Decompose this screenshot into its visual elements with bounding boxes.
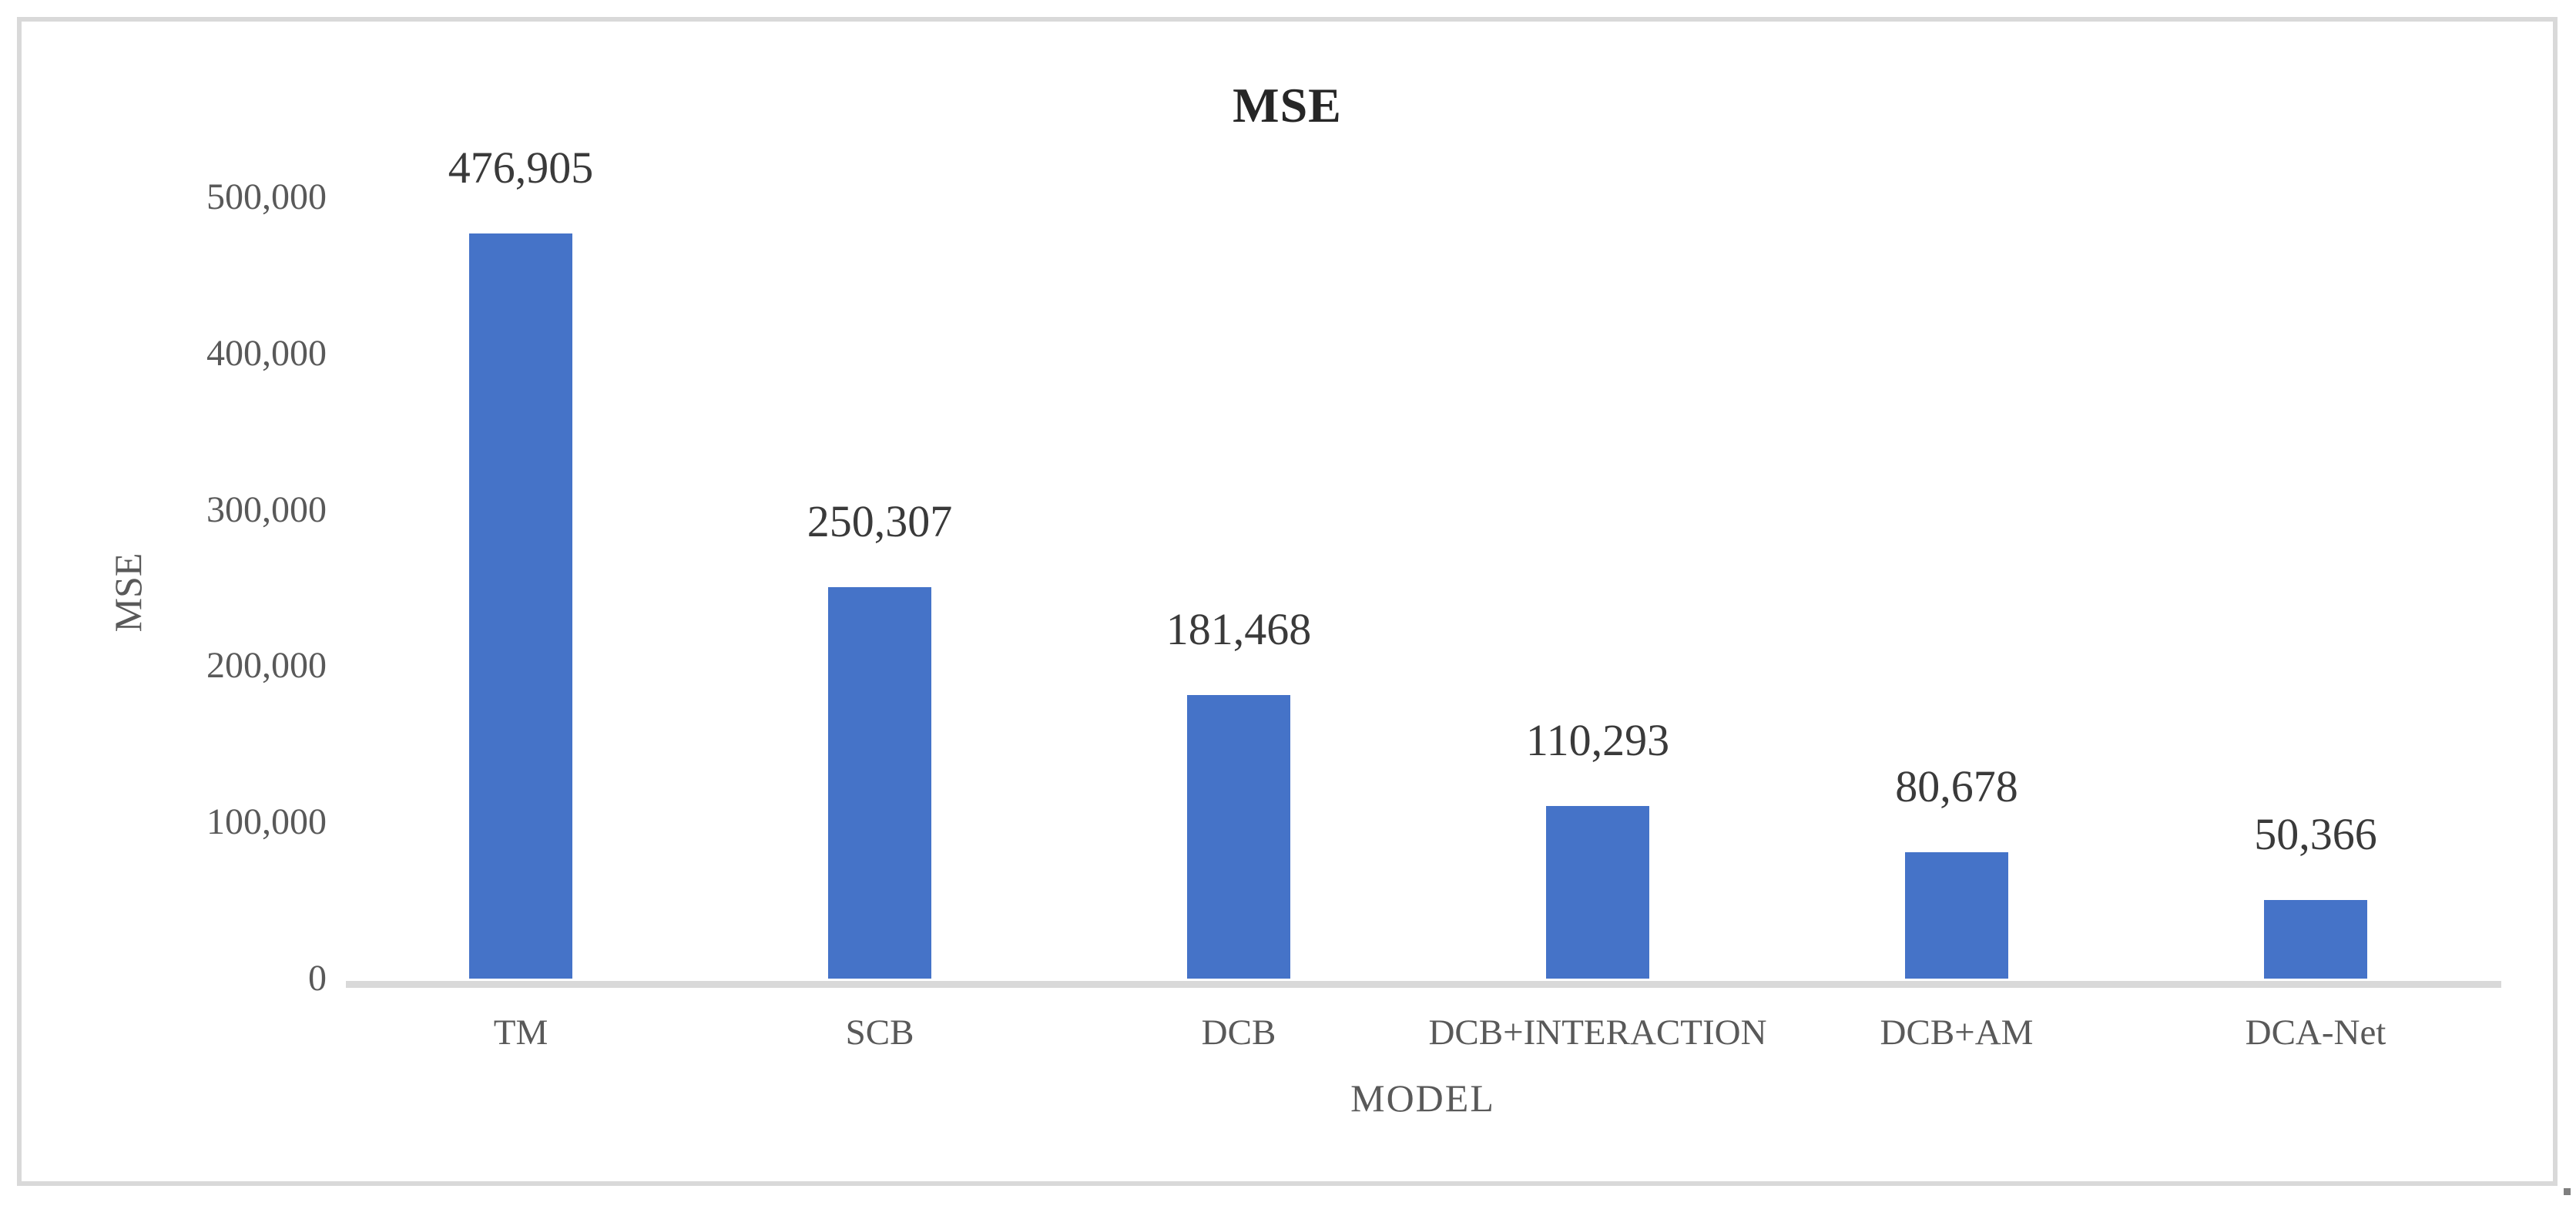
- x-axis-title: MODEL: [1350, 1076, 1495, 1120]
- y-tick-label: 0: [308, 958, 327, 999]
- bar-value-label: 80,678: [1895, 761, 2018, 811]
- bar-value-label: 50,366: [2254, 809, 2377, 859]
- artifact-dot: [2564, 1188, 2571, 1195]
- y-tick-label: 500,000: [206, 176, 327, 217]
- x-axis-line: [346, 981, 2501, 988]
- bar: [1905, 852, 2008, 979]
- y-axis-title: MSE: [106, 552, 149, 633]
- x-category-label: DCB+INTERACTION: [1428, 1013, 1767, 1053]
- x-category-label: SCB: [845, 1013, 914, 1053]
- chart-frame: MSE MSE 0 100,000 200,000 300,000 400,000 500…: [17, 17, 2571, 1195]
- bar: [828, 587, 931, 979]
- x-category-label: TM: [493, 1013, 548, 1053]
- y-tick-label: 100,000: [206, 801, 327, 843]
- x-category-label: DCB+AM: [1880, 1013, 2034, 1053]
- bar-value-label: 110,293: [1525, 715, 1670, 765]
- x-category-label: DCB: [1201, 1013, 1276, 1053]
- bar-value-label: 476,905: [448, 143, 594, 193]
- chart-title: MSE: [1233, 78, 1342, 133]
- y-tick-label: 200,000: [206, 645, 327, 687]
- y-tick-label: 300,000: [206, 489, 327, 530]
- y-tick-label: 400,000: [206, 332, 327, 374]
- bar: [1187, 695, 1290, 979]
- bar-value-label: 181,468: [1166, 604, 1312, 654]
- bar: [2264, 900, 2367, 979]
- bar-value-label: 250,307: [807, 496, 953, 546]
- x-category-label: DCA-Net: [2245, 1013, 2386, 1053]
- bar: [1546, 806, 1649, 979]
- bar: [469, 233, 572, 979]
